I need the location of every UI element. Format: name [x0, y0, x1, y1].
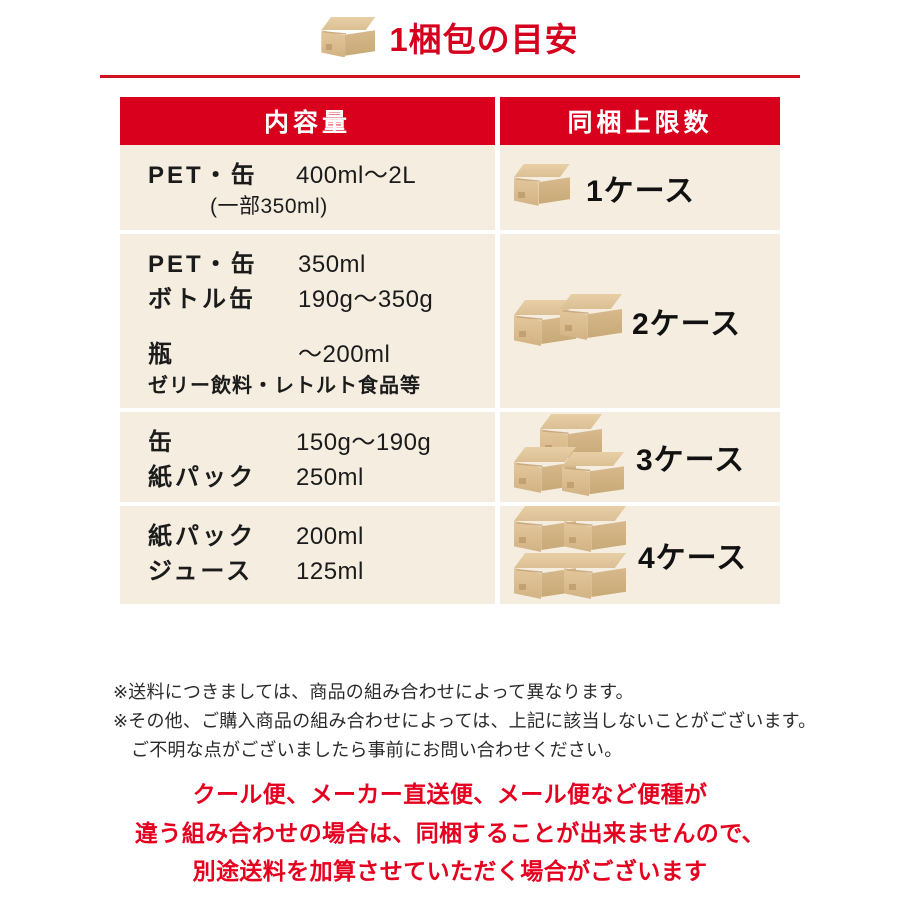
volume-note-line: ゼリー飲料・レトルト食品等	[148, 369, 495, 398]
case-group: 3ケース	[514, 414, 745, 500]
page-title: 1梱包の目安	[0, 10, 900, 68]
column-gap	[495, 234, 500, 408]
header-cell-volume: 内容量	[120, 97, 495, 145]
row-limit-cell: 3ケース	[500, 412, 780, 502]
header-cell-limit: 同梱上限数	[500, 97, 780, 145]
volume-line: 瓶 〜200ml	[148, 334, 495, 369]
volume-line: (一部350ml)	[148, 190, 495, 220]
footnote-item: ※その他、ご購入商品の組み合わせによっては、上記に該当しないことがございます。	[113, 711, 817, 732]
warning-line: 違う組み合わせの場合は、同梱することが出来ませんので、	[134, 819, 766, 846]
table-row: 紙パック 200ml ジュース 125ml	[120, 506, 780, 604]
volume-line: ボトル缶 190g〜350g	[148, 279, 495, 314]
column-gap	[495, 506, 500, 604]
row-volume-cell: PET・缶 350ml ボトル缶 190g〜350g 瓶 〜200ml ゼリー飲…	[120, 234, 495, 408]
box-stack-4	[514, 506, 628, 604]
volume-value: 150g〜190g	[296, 429, 432, 456]
volume-note: ゼリー飲料・レトルト食品等	[148, 375, 421, 397]
case-group: 4ケース	[514, 506, 747, 604]
volume-value: 350ml	[298, 251, 366, 278]
packaging-table: 内容量 同梱上限数 PET・缶 400ml〜2L (一部350ml)	[120, 97, 780, 604]
volume-value: 〜200ml	[298, 341, 391, 368]
row-volume-cell: 缶 150g〜190g 紙パック 250ml	[120, 412, 495, 502]
volume-label: PET・缶	[148, 251, 258, 278]
footnote-item: ※送料につきましては、商品の組み合わせによって異なります。	[113, 682, 634, 702]
volume-line: PET・缶 350ml	[148, 244, 495, 279]
case-count-label: 2ケース	[632, 308, 742, 341]
cardboard-box-icon	[321, 17, 376, 61]
title-divider	[100, 75, 800, 78]
case-count-label: 4ケース	[638, 542, 748, 575]
case-group: 1ケース	[514, 162, 695, 214]
cardboard-box-icon	[560, 294, 622, 344]
box-stack-1	[514, 162, 576, 214]
volume-value: 400ml〜2L	[296, 162, 417, 189]
volume-label: ボトル缶	[148, 286, 256, 313]
column-gap	[495, 412, 500, 502]
case-count-label: 3ケース	[636, 444, 746, 477]
volume-value: (一部350ml)	[210, 195, 328, 218]
volume-value: 190g〜350g	[298, 286, 434, 313]
table-row: PET・缶 350ml ボトル缶 190g〜350g 瓶 〜200ml ゼリー飲…	[120, 234, 780, 412]
table-header-row: 内容量 同梱上限数	[120, 97, 780, 145]
volume-line: 紙パック 250ml	[148, 457, 495, 492]
case-count-label: 1ケース	[586, 174, 696, 208]
column-gap	[495, 97, 500, 145]
volume-line: 紙パック 200ml	[148, 516, 495, 551]
volume-value: 250ml	[296, 464, 364, 491]
volume-line: ジュース 125ml	[148, 551, 495, 586]
spacer	[148, 314, 495, 334]
volume-line: 缶 150g〜190g	[148, 422, 495, 457]
box-stack-2	[514, 290, 622, 352]
row-volume-cell: 紙パック 200ml ジュース 125ml	[120, 506, 495, 604]
volume-label: 紙パック	[148, 523, 256, 550]
volume-label: 瓶	[148, 341, 175, 368]
warning-line: 別途送料を加算させていただく場合がございます	[192, 858, 708, 885]
cardboard-box-icon	[564, 553, 626, 603]
warning-notice: クール便、メーカー直送便、メール便など便種が 違う組み合わせの場合は、同梱するこ…	[0, 775, 900, 891]
warning-line: クール便、メーカー直送便、メール便など便種が	[192, 781, 708, 807]
case-group: 2ケース	[514, 290, 741, 352]
cardboard-box-icon	[514, 163, 570, 210]
cardboard-box-icon	[564, 506, 626, 556]
volume-label: PET・缶	[148, 162, 258, 189]
row-limit-cell: 4ケース	[500, 506, 780, 604]
table-row: 缶 150g〜190g 紙パック 250ml	[120, 412, 780, 506]
row-limit-cell: 2ケース	[500, 234, 780, 408]
footnote-item: ご不明な点がございましたら事前にお問い合わせください。	[131, 740, 623, 761]
volume-label: 缶	[148, 429, 175, 456]
cardboard-box-icon	[514, 447, 576, 497]
page-title-text: 1梱包の目安	[389, 20, 579, 58]
row-volume-cell: PET・缶 400ml〜2L (一部350ml)	[120, 145, 495, 230]
footnotes: ※送料につきましては、商品の組み合わせによって異なります。 ※その他、ご購入商品…	[113, 678, 817, 765]
row-limit-cell: 1ケース	[500, 145, 780, 230]
cardboard-box-icon	[540, 414, 602, 464]
cardboard-box-icon	[562, 452, 624, 500]
volume-value: 200ml	[296, 523, 364, 550]
volume-label: ジュース	[148, 558, 254, 585]
column-gap	[495, 145, 500, 230]
volume-value: 125ml	[296, 558, 364, 585]
box-stack-3	[514, 414, 626, 500]
table-row: PET・缶 400ml〜2L (一部350ml) 1ケース	[120, 145, 780, 234]
volume-label: 紙パック	[148, 464, 256, 491]
volume-line: PET・缶 400ml〜2L	[148, 155, 495, 190]
